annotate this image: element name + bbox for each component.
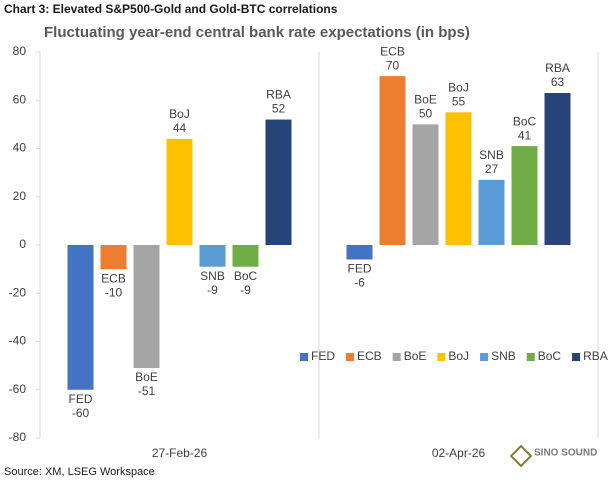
data-label-name: BoJ [169, 107, 190, 121]
data-label: -9 [240, 283, 251, 297]
bar [100, 245, 127, 270]
x-tick-label: 02-Apr-26 [432, 446, 486, 460]
data-label: 50 [419, 107, 433, 121]
legend-swatch [346, 353, 354, 361]
data-label: 52 [272, 102, 286, 116]
data-label: 27 [485, 162, 499, 176]
data-label: -6 [354, 276, 365, 290]
data-label-name: BoE [135, 370, 158, 384]
data-label-name: BoC [234, 269, 258, 283]
data-label: -51 [138, 384, 156, 398]
data-label-name: BoJ [448, 80, 469, 94]
y-tick-label: -80 [9, 430, 27, 444]
data-label-name: BoE [414, 93, 437, 107]
data-label-name: RBA [266, 88, 291, 102]
bar [166, 138, 193, 245]
legend-label: ECB [357, 349, 382, 363]
data-label-name: BoC [513, 114, 537, 128]
legend-swatch [392, 353, 401, 361]
bar [199, 245, 226, 267]
y-tick-label: 20 [13, 189, 27, 203]
legend-label: BoJ [448, 349, 469, 363]
legend-swatch [437, 353, 446, 361]
data-label: -10 [105, 285, 123, 299]
logo-mark [509, 444, 533, 468]
legend-label: RBA [583, 349, 608, 363]
y-tick-label: -40 [9, 334, 27, 348]
bar [412, 124, 439, 245]
bar [544, 93, 571, 245]
data-label: 70 [386, 58, 400, 72]
header: Chart 3: Elevated S&P500-Gold and Gold-B… [4, 2, 338, 16]
bar [511, 146, 538, 245]
bar [67, 245, 94, 390]
bar [445, 112, 472, 245]
y-tick-label: 80 [13, 44, 27, 58]
x-tick-label: 27-Feb-26 [152, 446, 208, 460]
data-label: -9 [207, 283, 218, 297]
y-tick-label: 40 [13, 141, 27, 155]
data-label-name: FED [348, 262, 372, 276]
legend-label: BoC [538, 349, 562, 363]
legend-label: FED [311, 349, 335, 363]
y-tick-label: -60 [9, 382, 27, 396]
bar [232, 245, 259, 267]
data-label-name: RBA [545, 61, 570, 75]
bar [478, 179, 505, 245]
legend-swatch [572, 353, 581, 361]
legend-swatch [480, 353, 489, 361]
legend-label: BoE [404, 349, 427, 363]
chart-title: Fluctuating year-end central bank rate e… [44, 24, 470, 41]
y-tick-label: -20 [9, 285, 27, 299]
bar [346, 245, 373, 260]
source: Source: XM, LSEG Workspace [4, 466, 155, 478]
data-label-name: ECB [101, 271, 126, 285]
legend-swatch [300, 353, 308, 361]
data-label: 44 [173, 121, 187, 135]
legend-swatch [526, 353, 535, 361]
data-label: 41 [518, 128, 532, 142]
data-label-name: ECB [380, 44, 405, 58]
bar [265, 119, 292, 245]
bar [133, 245, 160, 369]
watermark: SINO SOUND [534, 448, 597, 459]
data-label: -60 [72, 406, 90, 420]
y-tick-label: 60 [13, 92, 27, 106]
bar [379, 76, 406, 245]
data-label: 63 [551, 75, 565, 89]
logo [509, 444, 533, 468]
data-label: 55 [452, 94, 466, 108]
data-label-name: SNB [200, 269, 225, 283]
y-tick-label: 0 [19, 237, 26, 251]
legend-label: SNB [491, 349, 516, 363]
data-label-name: SNB [479, 148, 504, 162]
data-label-name: FED [69, 392, 93, 406]
